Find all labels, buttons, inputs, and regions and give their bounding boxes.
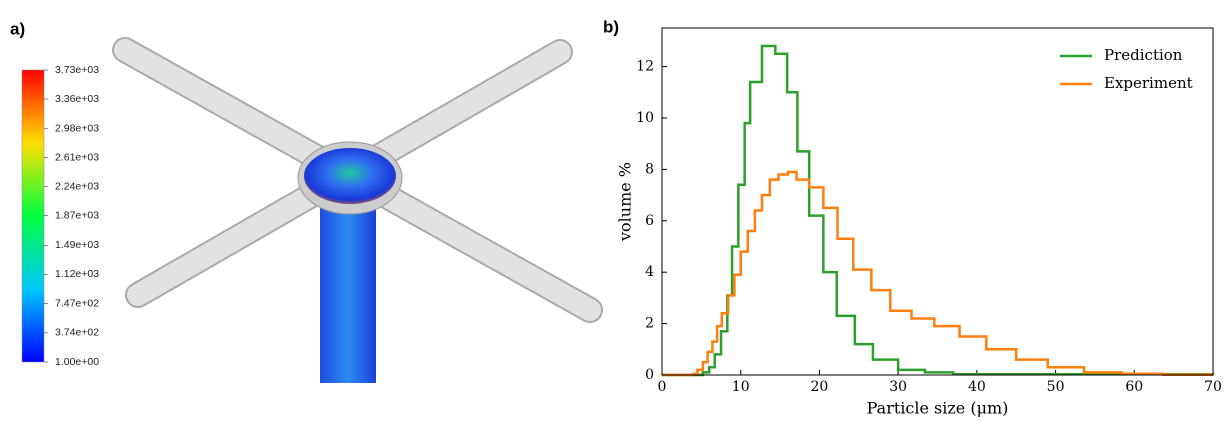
colorbar-tick-label: 2.61e+03 bbox=[55, 151, 99, 163]
y-tick-label: 12 bbox=[636, 59, 654, 75]
colorbar-tick-label: 1.87e+03 bbox=[55, 209, 99, 221]
panel-label: b) bbox=[603, 17, 619, 36]
geometry bbox=[112, 37, 603, 383]
x-tick-label: 0 bbox=[658, 379, 667, 395]
legend-label: Experiment bbox=[1104, 74, 1193, 92]
x-axis-label: Particle size (μm) bbox=[867, 399, 1009, 418]
swirl bbox=[304, 148, 396, 204]
x-tick-label: 10 bbox=[732, 379, 750, 395]
x-tick-label: 70 bbox=[1204, 379, 1222, 395]
colorbar-tick-label: 2.98e+03 bbox=[55, 123, 99, 135]
y-tick-label: 0 bbox=[645, 367, 654, 383]
colorbar-tick-label: 1.00e+00 bbox=[55, 356, 99, 368]
colorbar-tick-label: 3.73e+03 bbox=[55, 64, 99, 76]
y-tick-label: 8 bbox=[645, 161, 654, 177]
legend-label: Prediction bbox=[1104, 46, 1183, 64]
y-tick-label: 6 bbox=[645, 213, 654, 229]
x-tick-label: 50 bbox=[1047, 379, 1065, 395]
step-line bbox=[662, 170, 1215, 377]
colorbar-tick-label: 3.74e+02 bbox=[55, 327, 99, 339]
colorbar bbox=[21, 69, 45, 363]
step-line bbox=[662, 44, 1215, 377]
panel-label: a) bbox=[10, 19, 25, 38]
plot-frame bbox=[661, 27, 1214, 376]
y-axis-label: volume % bbox=[616, 162, 635, 242]
y-tick-label: 2 bbox=[645, 316, 654, 332]
x-tick-label: 60 bbox=[1125, 379, 1143, 395]
colorbar-tick-label: 1.12e+03 bbox=[55, 268, 99, 280]
y-tick-label: 10 bbox=[636, 110, 654, 126]
colorbar-tick-label: 1.49e+03 bbox=[55, 239, 99, 251]
x-tick-label: 40 bbox=[968, 379, 986, 395]
outlet-column bbox=[320, 200, 376, 383]
colorbar-tick-label: 7.47e+02 bbox=[55, 297, 99, 309]
colorbar-tick-label: 3.36e+03 bbox=[55, 93, 99, 105]
x-tick-label: 30 bbox=[889, 379, 907, 395]
x-tick-label: 20 bbox=[811, 379, 829, 395]
colorbar-tick-label: 2.24e+03 bbox=[55, 180, 99, 192]
y-tick-label: 4 bbox=[645, 264, 654, 280]
